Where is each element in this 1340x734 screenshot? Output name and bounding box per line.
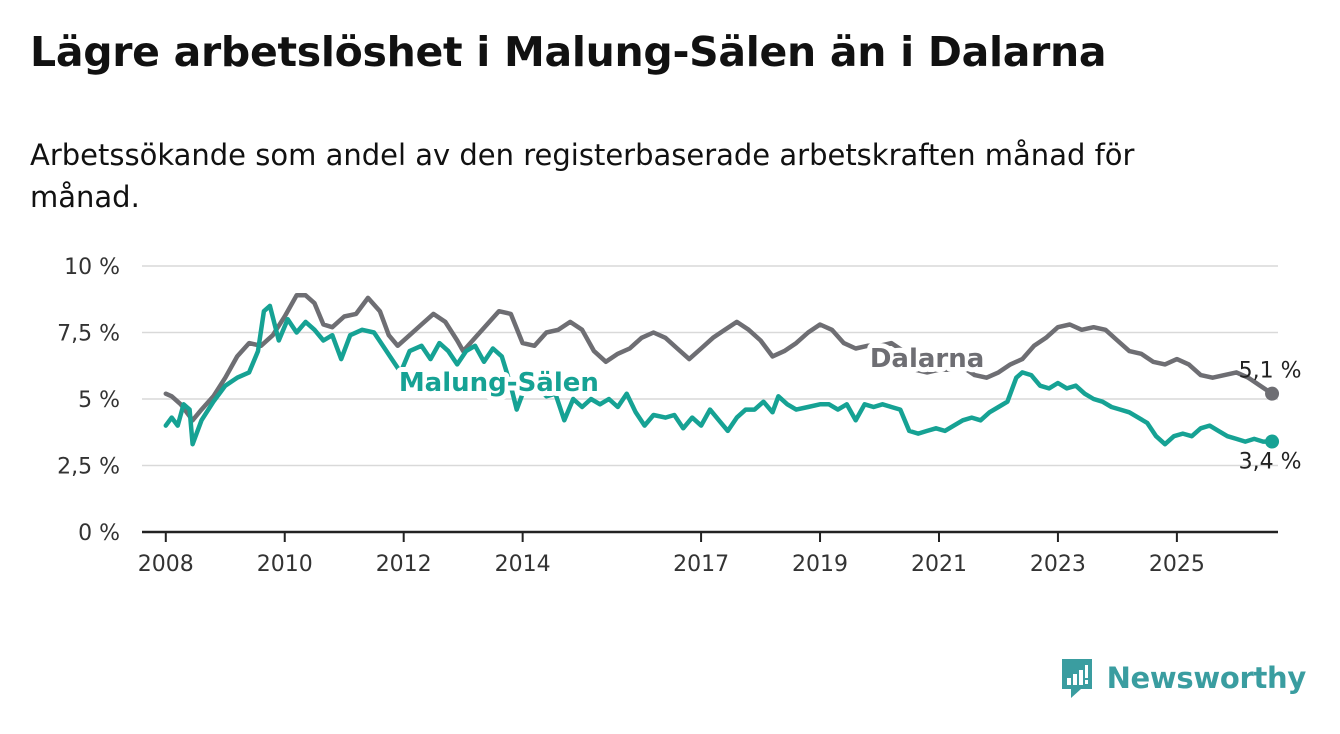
x-tick-label: 2021 <box>911 552 967 577</box>
end-marker-dalarna <box>1265 386 1280 401</box>
x-tick-label: 2025 <box>1149 552 1205 577</box>
series-name-label-malung-s-len: Malung-Sälen <box>399 368 599 398</box>
x-tick-label: 2019 <box>792 552 848 577</box>
x-tick-label: 2023 <box>1030 552 1086 577</box>
y-tick-label: 10 % <box>64 255 120 280</box>
y-axis-ticks: 0 % 2,5 % 5 % 7,5 % 10 % <box>57 255 120 546</box>
series-name-halo-malung-s-len: Malung-Sälen <box>399 368 599 398</box>
end-value-label-malung-s-len: 3,4 % <box>1239 450 1302 475</box>
end-value-label-dalarna: 5,1 % <box>1239 359 1302 384</box>
x-tick-label: 2008 <box>138 552 194 577</box>
gridlines <box>142 265 1278 534</box>
newsworthy-brand[interactable]: Newsworthy <box>1059 656 1306 700</box>
x-tick-label: 2017 <box>673 552 729 577</box>
series-line-dalarna <box>163 293 1275 423</box>
y-tick-label: 7,5 % <box>57 322 120 347</box>
series-labels: 5,1 %3,4 %DalarnaDalarnaMalung-SälenMalu… <box>394 339 1302 475</box>
chart-title: Lägre arbetslöshet i Malung-Sälen än i D… <box>30 28 1107 76</box>
x-axis-ticks: 2008 2010 2012 2014 2017 2019 2021 2023 2025 <box>138 532 1205 577</box>
newsworthy-logo-icon <box>1061 659 1092 698</box>
series-lines <box>163 293 1280 449</box>
x-tick-label: 2012 <box>376 552 432 577</box>
brand-name: Newsworthy <box>1106 661 1307 695</box>
x-tick-label: 2010 <box>257 552 313 577</box>
chart-subtitle: Arbetssökande som andel av den registerb… <box>30 138 1135 214</box>
y-tick-label: 0 % <box>78 521 120 546</box>
series-name-halo-dalarna: Dalarna <box>870 344 984 374</box>
end-marker-malung-s-len <box>1265 434 1280 449</box>
y-tick-label: 5 % <box>78 388 120 413</box>
series-line-malung-s-len <box>163 303 1275 447</box>
y-tick-label: 2,5 % <box>57 455 120 480</box>
x-tick-label: 2014 <box>495 552 551 577</box>
series-name-label-dalarna: Dalarna <box>870 344 984 374</box>
